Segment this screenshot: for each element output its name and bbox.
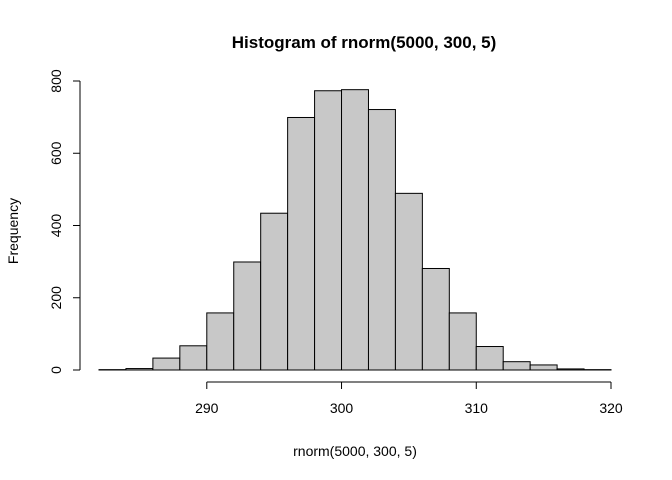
x-tick-label: 310 [465, 400, 489, 416]
histogram-bar [448, 312, 477, 371]
y-tick-label: 200 [48, 286, 64, 310]
y-tick-label: 800 [48, 69, 64, 93]
histogram-bar [179, 345, 208, 371]
y-axis: 0 200 400 600 800 [48, 69, 81, 374]
histogram-bar [233, 261, 262, 371]
bars-group [98, 89, 612, 371]
histogram-bar [206, 312, 235, 371]
histogram-bar [394, 192, 423, 371]
histogram-bar [421, 267, 450, 371]
histogram-bar [152, 357, 181, 371]
histogram-bar [475, 346, 504, 371]
y-tick-label: 600 [48, 141, 64, 165]
histogram-bar [287, 116, 316, 371]
y-axis-label: Frequency [5, 198, 21, 264]
histogram-bar [125, 368, 154, 371]
histogram-bar [556, 368, 585, 371]
x-tick-label: 320 [599, 400, 623, 416]
histogram-bar [502, 361, 531, 371]
y-tick-label: 0 [48, 366, 64, 374]
x-tick-label: 300 [330, 400, 354, 416]
y-tick-label: 400 [48, 214, 64, 238]
histogram-bar [314, 90, 343, 371]
chart-title: Histogram of rnorm(5000, 300, 5) [232, 33, 497, 52]
histogram-bar [260, 212, 289, 371]
histogram-bar [529, 364, 558, 371]
histogram-bar [367, 109, 396, 371]
x-axis-label: rnorm(5000, 300, 5) [293, 443, 417, 459]
x-tick-label: 290 [195, 400, 219, 416]
x-axis: 290 300 310 320 [195, 381, 623, 416]
histogram-bar [341, 89, 369, 371]
